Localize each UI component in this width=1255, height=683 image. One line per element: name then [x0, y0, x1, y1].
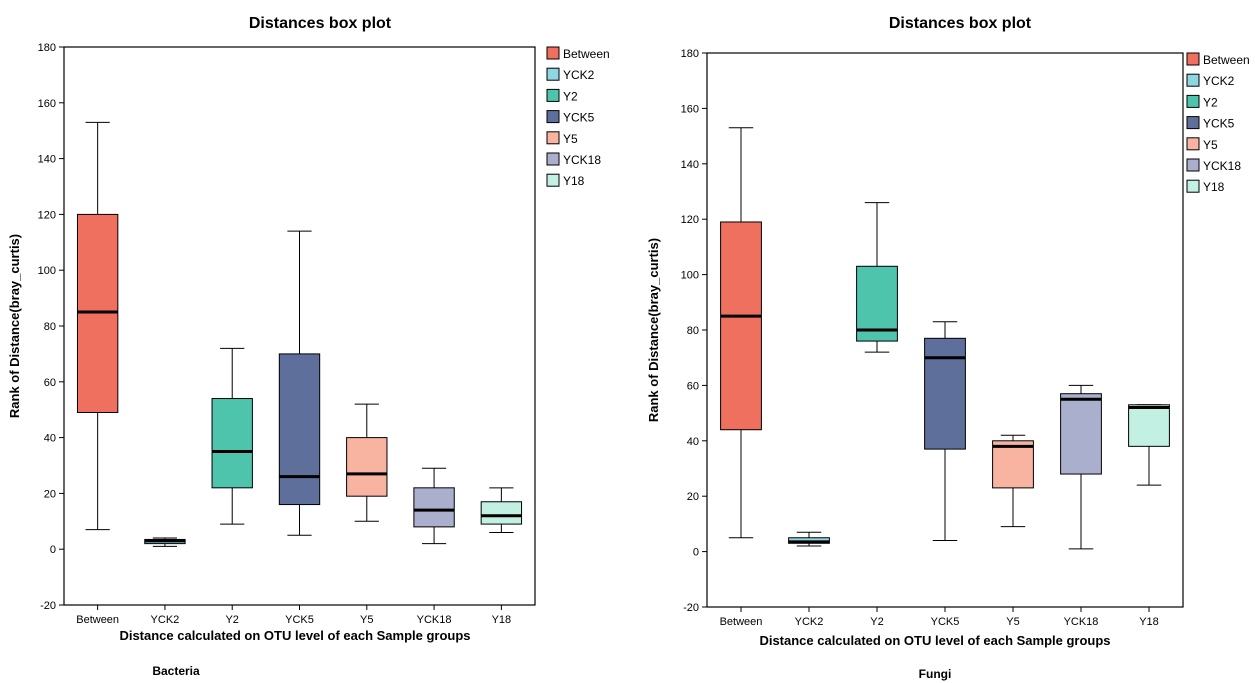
legend-label: Y2 [1203, 95, 1218, 109]
legend-swatch [1186, 94, 1200, 108]
legend-swatch [546, 67, 560, 81]
box-y18 [1128, 404, 1170, 447]
legend-label: Y2 [563, 89, 578, 103]
box-y5 [346, 437, 388, 497]
chart-title: Distances box plot [889, 15, 1032, 32]
legend-label: Y5 [563, 132, 578, 146]
y-tick-label: 140 [38, 154, 56, 166]
y-axis-title: Rank of Distance(bray_curtis) [646, 238, 661, 422]
legend-swatch [546, 46, 560, 60]
x-tick-label: Y18 [1139, 616, 1159, 628]
x-tick-label: Y2 [225, 614, 238, 626]
x-tick-label: Between [720, 616, 763, 628]
legend-swatch [546, 131, 560, 145]
chart-panel-1: Distances box plot -20 0 20 40 60 80 100 120 140 1… [7, 15, 610, 678]
y-tick-label: 160 [681, 103, 699, 115]
y-tick-label: 20 [687, 491, 699, 503]
panel-label: Fungi [919, 667, 952, 681]
legend-label: YCK18 [563, 153, 601, 167]
legend-label: YCK18 [1203, 159, 1241, 173]
x-tick-label: YCK2 [151, 614, 180, 626]
legend-label: Between [1203, 53, 1250, 67]
x-tick-label: Y2 [870, 616, 883, 628]
y-tick-label: -20 [683, 602, 699, 614]
legend-label: YCK2 [1203, 74, 1235, 88]
y-tick-label: 100 [38, 265, 56, 277]
x-axis-title: Distance calculated on OTU level of each… [759, 633, 1110, 648]
y-tick-label: 0 [693, 547, 699, 559]
legend-label: YCK2 [563, 68, 595, 82]
x-tick-label: Between [76, 614, 119, 626]
box-y2 [211, 398, 253, 489]
legend-swatch [1186, 179, 1200, 193]
legend-swatch [1186, 52, 1200, 66]
chart-panel-2: Distances box plot -20 0 20 40 60 80 100 120 140 1… [646, 15, 1250, 681]
box-y18 [480, 501, 523, 525]
legend-swatch [546, 88, 560, 102]
x-tick-label: YCK18 [1064, 616, 1099, 628]
legend-label: Between [563, 47, 610, 61]
y-tick-label: 120 [38, 209, 56, 221]
legend-label: Y5 [1203, 138, 1218, 152]
legend-label: YCK5 [1203, 117, 1235, 131]
y-tick-label: 40 [687, 436, 699, 448]
x-tick-label: Y5 [360, 614, 373, 626]
box-y5 [992, 440, 1034, 489]
x-tick-label: Y5 [1006, 616, 1019, 628]
chart-title: Distances box plot [249, 15, 392, 32]
y-tick-label: 180 [38, 42, 56, 54]
legend-swatch [1186, 73, 1200, 87]
y-tick-label: 0 [50, 544, 56, 556]
legend-swatch [546, 152, 560, 166]
x-axis-title: Distance calculated on OTU level of each… [119, 628, 470, 643]
y-tick-label: 180 [681, 48, 699, 60]
y-tick-label: 80 [687, 325, 699, 337]
y-tick-label: 60 [44, 377, 56, 389]
y-axis-title: Rank of Distance(bray_curtis) [7, 234, 22, 418]
y-tick-label: 120 [681, 214, 699, 226]
legend-label: YCK5 [563, 111, 595, 125]
y-tick-label: 100 [681, 270, 699, 282]
legend-swatch [1186, 137, 1200, 151]
box-yck18 [413, 487, 455, 528]
x-tick-label: YCK2 [795, 616, 824, 628]
box-between [720, 221, 762, 431]
box-yck18 [1060, 393, 1102, 475]
legend-swatch [1186, 158, 1200, 172]
box-yck5 [278, 353, 321, 506]
legend-swatch [1186, 116, 1200, 130]
legend-swatch [546, 173, 560, 187]
y-tick-label: 60 [687, 380, 699, 392]
y-tick-label: 160 [38, 98, 56, 110]
legend-label: Y18 [563, 174, 585, 188]
x-tick-label: YCK5 [931, 616, 960, 628]
y-tick-label: -20 [40, 600, 56, 612]
panel-label: Bacteria [152, 664, 200, 678]
y-tick-label: 20 [44, 488, 56, 500]
x-tick-label: Y18 [492, 614, 512, 626]
box-yck5 [924, 337, 966, 450]
x-tick-label: YCK5 [285, 614, 314, 626]
y-tick-label: 40 [44, 433, 56, 445]
y-tick-label: 140 [681, 159, 699, 171]
legend-label: Y18 [1203, 180, 1225, 194]
x-tick-label: YCK18 [417, 614, 452, 626]
y-tick-label: 80 [44, 321, 56, 333]
legend-swatch [546, 110, 560, 124]
